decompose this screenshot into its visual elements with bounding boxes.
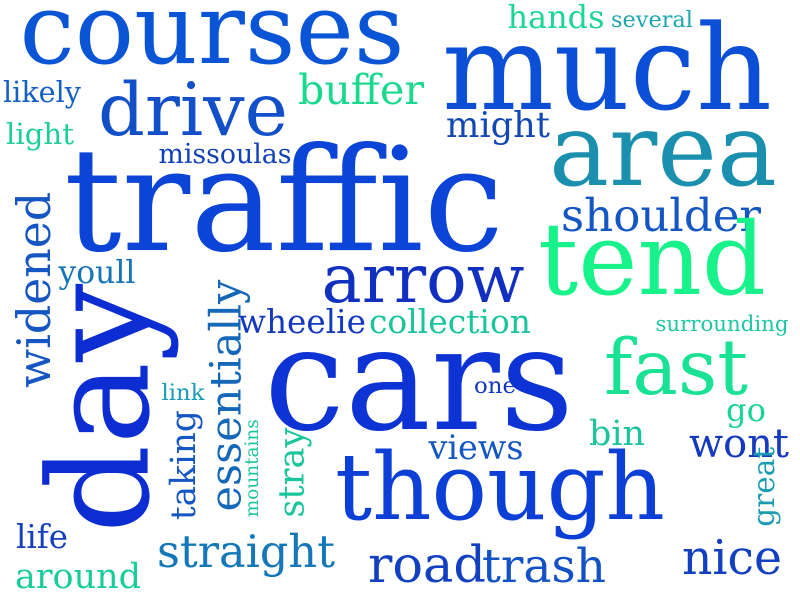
word-likely: likely [3, 74, 81, 109]
word-buffer: buffer [298, 65, 424, 114]
word-bin: bin [589, 413, 645, 454]
word-hands: hands [507, 0, 605, 36]
word-tend: tend [538, 201, 766, 318]
word-might: might [446, 104, 550, 146]
word-straight: straight [157, 525, 335, 578]
word-though: though [335, 433, 665, 541]
word-shoulder: shoulder [561, 188, 761, 242]
word-great: great [747, 446, 782, 527]
word-mountains: mountains [241, 419, 263, 518]
word-trash: trash [482, 538, 606, 594]
word-taking: taking [163, 410, 204, 521]
word-fast: fast [604, 323, 748, 413]
word-stray: stray [271, 427, 313, 518]
word-area: area [549, 90, 777, 209]
word-cars: cars [264, 296, 574, 464]
word-surrounding: surrounding [655, 311, 789, 337]
word-life: life [16, 518, 69, 556]
word-nice: nice [682, 530, 782, 586]
word-traffic: traffic [64, 116, 504, 284]
word-arrow: arrow [321, 238, 525, 318]
word-wont: wont [689, 421, 789, 467]
word-missoulas: missoulas [158, 138, 292, 170]
word-light: light [6, 116, 74, 151]
word-one: one [474, 372, 516, 399]
word-around: around [15, 556, 141, 597]
word-link: link [161, 379, 205, 406]
word-youll: youll [58, 254, 136, 291]
word-views: views [428, 427, 524, 467]
word-drive: drive [98, 67, 288, 153]
word-collection: collection [369, 301, 531, 341]
word-several: several [611, 7, 693, 33]
word-courses: courses [19, 0, 405, 87]
word-go: go [726, 391, 766, 429]
word-day: day [18, 282, 181, 533]
word-wheelie: wheelie [238, 302, 366, 341]
word-road: road [368, 535, 486, 595]
word-much: much [442, 0, 772, 137]
